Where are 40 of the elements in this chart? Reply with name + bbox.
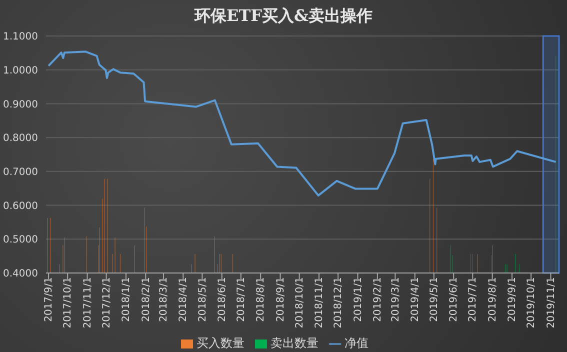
x-tick-label: 2019/5/1 [429, 277, 440, 322]
y-tick-label: 0.9000 [3, 99, 38, 110]
y-tick-label: 0.6000 [3, 200, 38, 212]
x-tick-label: 2019/8/1 [487, 277, 498, 322]
x-tick-label: 2018/6/1 [216, 277, 228, 322]
y-tick-label: 1.1000 [3, 32, 38, 43]
line-series [48, 50, 557, 196]
legend-label: 净值 [344, 336, 368, 350]
x-tick-label: 2018/2/1 [140, 277, 152, 322]
x-tick-label: 2018/5/1 [197, 277, 208, 322]
x-tick-label: 2017/12/1 [101, 277, 112, 328]
x-tick-label: 2019/3/1 [390, 277, 402, 322]
x-tick-label: 2018/1/1 [121, 277, 132, 322]
x-tick-label: 2019/7/1 [468, 277, 479, 322]
x-tick-label: 2018/4/1 [178, 277, 190, 322]
y-tick-label: 0.8000 [3, 133, 38, 144]
chart-title: 环保ETF买入&卖出操作 [193, 5, 374, 27]
x-tick-label: 2018/9/1 [275, 277, 286, 322]
y-tick-label: 0.7000 [3, 166, 38, 178]
x-tick-label: 2019/2/1 [372, 277, 384, 322]
legend-label: 买入数量 [196, 336, 244, 350]
x-tick-label: 2017/9/1 [44, 277, 55, 322]
x-tick-label: 2019/4/1 [410, 277, 421, 322]
x-tick-label: 2019/10/1 [526, 277, 538, 328]
x-tick-label: 2018/3/1 [158, 277, 170, 322]
x-tick-label: 2018/10/1 [294, 277, 306, 328]
x-tick-label: 2018/11/1 [314, 277, 326, 328]
x-tick-label: 2018/7/1 [236, 277, 248, 322]
x-tick-label: 2018/12/1 [333, 277, 344, 328]
x-tick-label: 2017/10/1 [62, 277, 74, 328]
x-tick-label: 2019/6/1 [448, 277, 460, 322]
x-tick-label: 2018/8/1 [256, 277, 267, 322]
x-tick-label: 2019/9/1 [507, 277, 518, 322]
x-tick-label: 2019/11/1 [546, 277, 557, 328]
y-tick-label: 0.4000 [3, 268, 38, 280]
x-tick-label: 2017/11/1 [82, 277, 94, 328]
legend-label: 卖出数量 [270, 336, 318, 350]
x-tick-label: 2019/1/1 [352, 277, 364, 322]
y-tick-label: 1.0000 [3, 65, 38, 76]
y-tick-label: 0.5000 [3, 234, 38, 246]
